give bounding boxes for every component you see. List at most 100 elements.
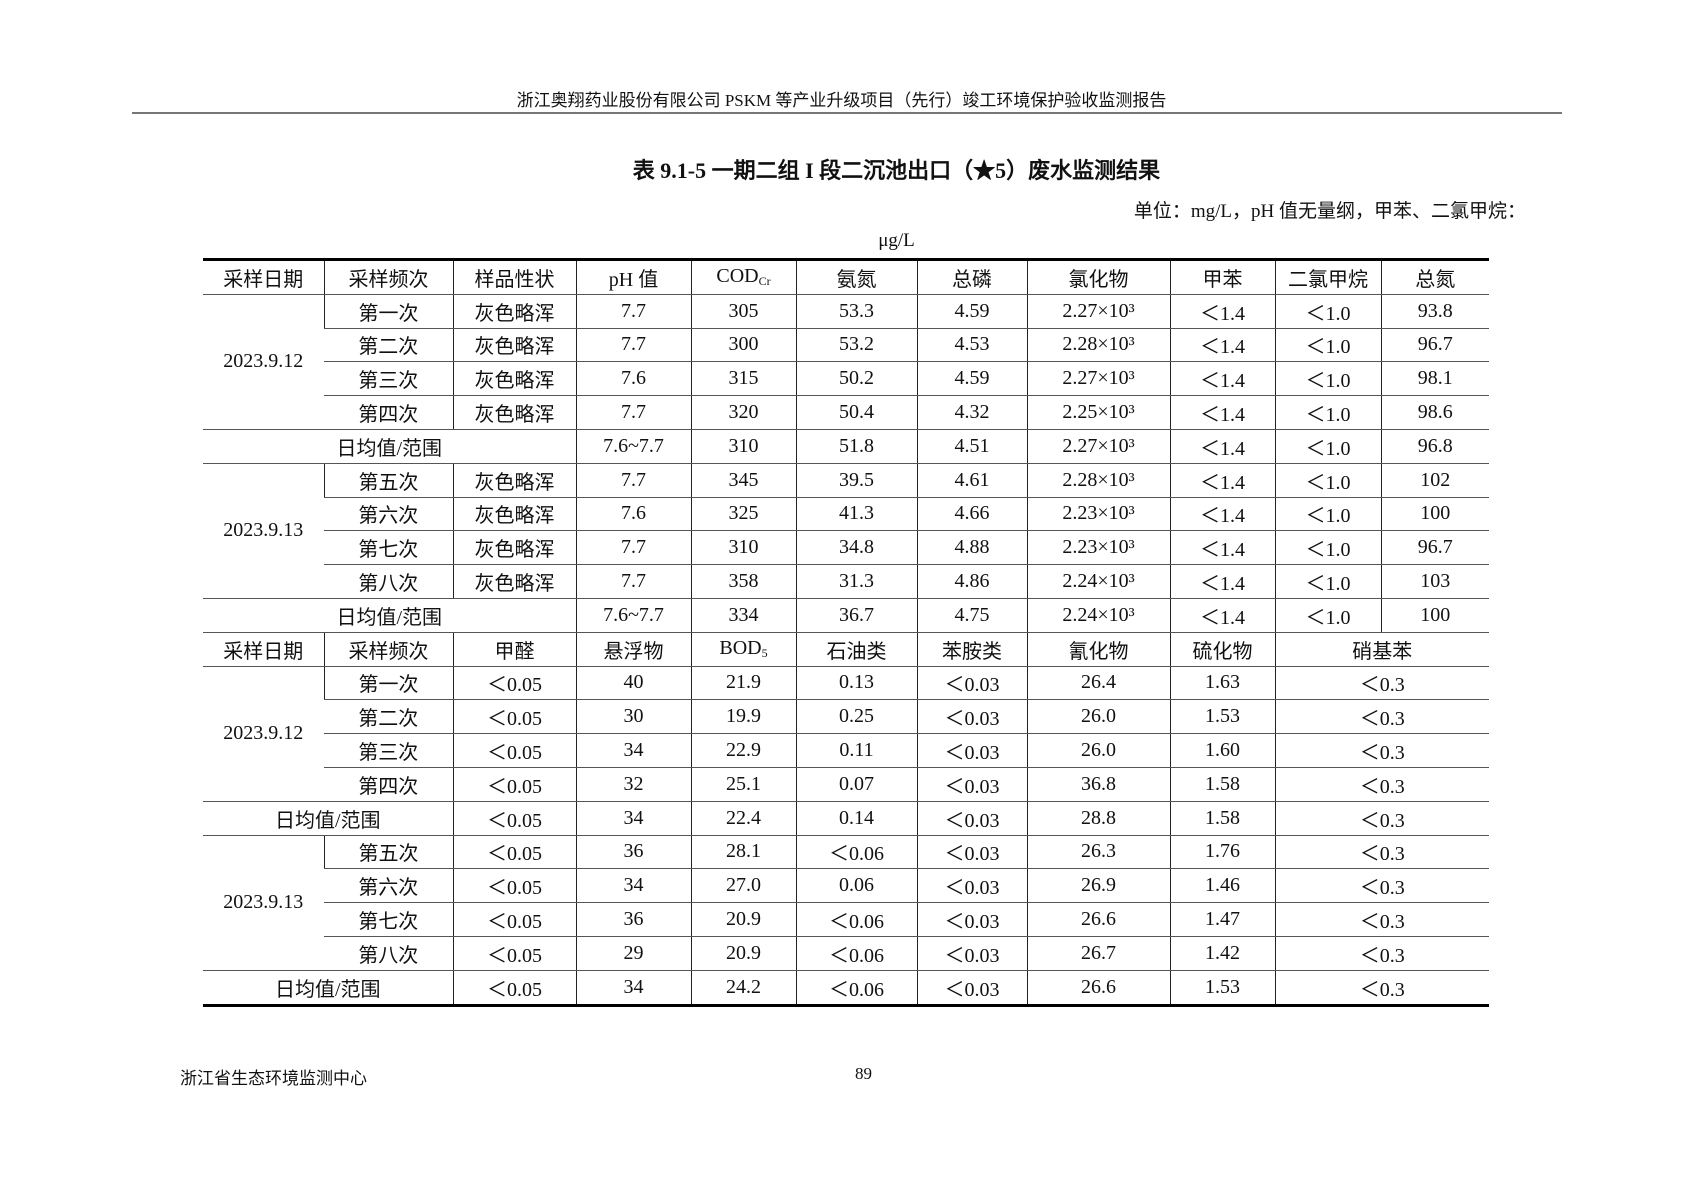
table-cell: ＜1.0 xyxy=(1274,328,1381,363)
table-cell: 0.13 xyxy=(795,666,917,701)
table-cell: 0.07 xyxy=(795,767,917,802)
table-cell: 26.0 xyxy=(1026,699,1170,735)
table-cell: ＜1.0 xyxy=(1274,598,1381,633)
table-row: 第三次 ＜0.05 34 22.9 0.11 ＜0.03 26.0 1.60 ＜0.3 xyxy=(203,733,1489,768)
table-cell: ＜0.03 xyxy=(916,801,1027,836)
table-cell: 1.58 xyxy=(1169,801,1275,836)
table-cell: 34.8 xyxy=(795,530,917,566)
table-cell: 100 xyxy=(1380,497,1489,532)
table-cell: 345 xyxy=(690,463,796,498)
table-cell: 31.3 xyxy=(795,564,917,599)
table-cell: 2.24×10³ xyxy=(1026,564,1170,599)
column-header: 采样频次 xyxy=(323,632,453,667)
table-cell: 第四次 xyxy=(324,767,453,802)
table-cell: 28.1 xyxy=(690,835,796,870)
column-header: 二氯甲烷 xyxy=(1274,258,1381,295)
table-row: 第七次 灰色略浑 7.7 310 34.8 4.88 2.23×10³ ＜1.4 ＜1.0 96.… xyxy=(203,530,1489,566)
table-cell: ＜0.06 xyxy=(795,902,917,937)
table-cell: ＜0.05 xyxy=(452,835,576,870)
table-cell: 36.8 xyxy=(1026,767,1170,802)
table-cell: 96.8 xyxy=(1380,429,1489,464)
table-cell: 98.6 xyxy=(1380,395,1489,430)
table-cell: 0.25 xyxy=(795,699,917,735)
column-header: 硝基苯 xyxy=(1274,632,1489,667)
table-cell: 310 xyxy=(690,530,796,566)
table-cell: 50.4 xyxy=(795,395,917,430)
table-cell: 第一次 xyxy=(323,294,453,329)
table-cell: 4.59 xyxy=(916,361,1027,397)
table-cell: 7.7 xyxy=(575,463,691,498)
table-cell: 2.27×10³ xyxy=(1026,429,1170,464)
table-row: 采样日期 采样频次 甲醛 悬浮物 BOD5 石油类 苯胺类 氰化物 硫化物 硝基苯 xyxy=(203,632,1489,667)
table-cell: ＜0.06 xyxy=(795,970,917,1007)
table-cell: 26.7 xyxy=(1026,936,1170,971)
table-cell: ＜0.03 xyxy=(916,835,1027,870)
table-cell: 第五次 xyxy=(323,463,453,498)
table-cell: ＜1.0 xyxy=(1274,361,1381,397)
table-cell: ＜0.3 xyxy=(1274,936,1489,971)
column-header: 采样频次 xyxy=(323,258,453,295)
table-cell: 34 xyxy=(575,733,691,768)
table-cell: 第二次 xyxy=(324,699,453,735)
table-cell: 第二次 xyxy=(324,328,453,363)
table-cell: 4.53 xyxy=(916,328,1027,363)
footer-org: 浙江省生态环境监测中心 xyxy=(180,1069,367,1088)
table-cell: 24.2 xyxy=(690,970,796,1007)
table-cell: 40 xyxy=(575,666,691,701)
table-cell: 7.7 xyxy=(575,328,691,363)
table-cell: 34 xyxy=(575,868,691,904)
sample-date: 2023.9.13 xyxy=(203,835,324,971)
table-cell: 4.75 xyxy=(916,598,1027,633)
daily-average-label: 日均值/范围 xyxy=(203,429,576,464)
column-header: 甲苯 xyxy=(1169,258,1275,295)
column-header: 硫化物 xyxy=(1169,632,1275,667)
column-header: 石油类 xyxy=(795,632,917,667)
table-cell: ＜1.4 xyxy=(1169,294,1275,329)
table-cell: ＜0.03 xyxy=(916,733,1027,768)
table-cell: ＜1.0 xyxy=(1274,497,1381,532)
table-cell: ＜0.05 xyxy=(452,868,576,904)
table-cell: ＜0.05 xyxy=(452,970,576,1007)
daily-average-label: 日均值/范围 xyxy=(203,801,453,836)
table-cell: 96.7 xyxy=(1380,530,1489,566)
table-cell: 39.5 xyxy=(795,463,917,498)
table-cell: 41.3 xyxy=(795,497,917,532)
units-note-cont: μg/L xyxy=(878,230,915,251)
table-cell: 20.9 xyxy=(690,936,796,971)
table-cell: 2.27×10³ xyxy=(1026,294,1170,329)
daily-average-label: 日均值/范围 xyxy=(203,970,453,1007)
sample-date: 2023.9.12 xyxy=(203,666,324,802)
table-cell: 315 xyxy=(690,361,796,397)
column-header: 总磷 xyxy=(916,258,1027,295)
table-cell: 4.32 xyxy=(916,395,1027,430)
table-cell: ＜0.06 xyxy=(795,835,917,870)
table-cell: 93.8 xyxy=(1380,294,1489,329)
table-cell: 第八次 xyxy=(324,564,453,599)
table-cell: ＜0.05 xyxy=(452,733,576,768)
header-rule xyxy=(132,112,1562,114)
table-cell: 103 xyxy=(1380,564,1489,599)
table-cell: 30 xyxy=(575,699,691,735)
table-cell: 26.3 xyxy=(1026,835,1170,870)
table-cell: ＜1.0 xyxy=(1274,463,1381,498)
table-cell: ＜1.4 xyxy=(1169,497,1275,532)
table-cell: 325 xyxy=(690,497,796,532)
table-cell: 2.25×10³ xyxy=(1026,395,1170,430)
column-header: 氯化物 xyxy=(1026,258,1170,295)
table-cell: 7.7 xyxy=(575,395,691,430)
table-row: 第四次 ＜0.05 32 25.1 0.07 ＜0.03 36.8 1.58 ＜0.3 xyxy=(203,767,1489,802)
table-cell: 25.1 xyxy=(690,767,796,802)
page-number: 89 xyxy=(855,1064,872,1083)
monitoring-results-table: 采样日期 采样频次 样品性状 pH 值 CODCr 氨氮 总磷 氯化物 甲苯 二氯甲烷 总氮 2023… xyxy=(203,258,1489,1007)
column-header: 悬浮物 xyxy=(575,632,691,667)
table-cell: 26.6 xyxy=(1026,970,1170,1007)
table-row: 第六次 灰色略浑 7.6 325 41.3 4.66 2.23×10³ ＜1.4 ＜1.0 100 xyxy=(203,497,1489,532)
table-cell: 灰色略浑 xyxy=(452,294,576,329)
table-cell: ＜1.4 xyxy=(1169,328,1275,363)
table-cell: ＜1.0 xyxy=(1274,564,1381,599)
table-cell: 22.4 xyxy=(690,801,796,836)
table-title: 表 9.1-5 一期二组 I 段二沉池出口（★5）废水监测结果 xyxy=(632,158,1161,183)
running-header: 浙江奥翔药业股份有限公司 PSKM 等产业升级项目（先行）竣工环境保护验收监测报… xyxy=(516,91,1167,110)
table-cell: 19.9 xyxy=(690,699,796,735)
table-cell: ＜0.3 xyxy=(1274,902,1489,937)
